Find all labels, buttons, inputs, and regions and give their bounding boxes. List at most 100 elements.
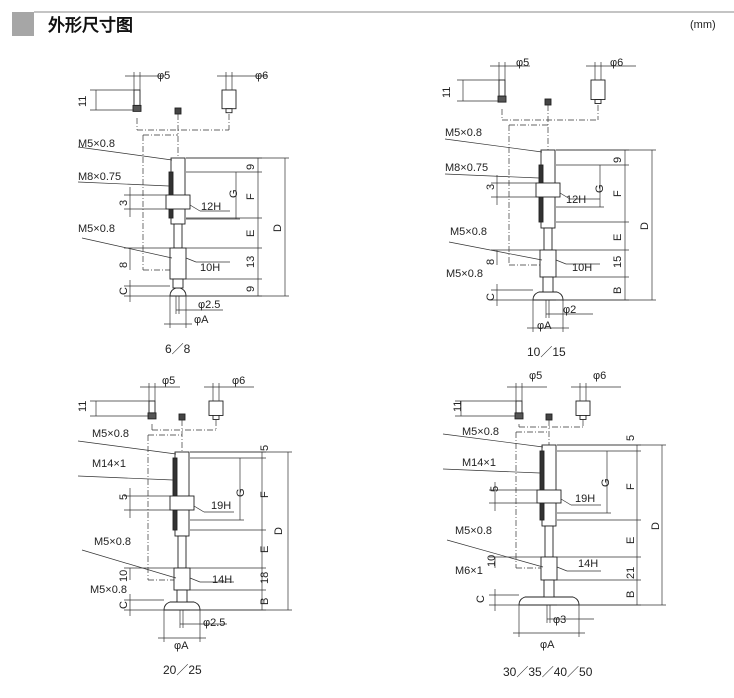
suction-pad [163,601,201,611]
dim-f-label: F [625,483,637,490]
nut-size-label: 12H [566,194,586,206]
lower-hex [169,247,187,280]
piston-rod [543,227,553,251]
fitting-phi5-label: φ5 [162,375,175,387]
thread-low-label: M5×0.8 [78,223,115,235]
leader-line [189,577,201,583]
thread-top-label: M5×0.8 [92,428,129,440]
thread-body-label: M8×0.75 [445,162,488,174]
nut-size-label: 12H [201,201,221,213]
thread-low2-label: M5×0.8 [446,268,483,280]
small-fitting-nut-icon [132,104,142,112]
small-fitting-icon [498,79,506,97]
pad-diameter-label: φA [194,314,209,326]
fitting-phi6-label: φ6 [255,70,268,82]
thread-top-label: M5×0.8 [462,426,499,438]
thread-section [539,450,545,521]
leader-line [448,241,543,261]
nut-thickness-label: 3 [118,200,130,206]
bore-label: φ2.5 [198,299,220,311]
small-fitting-nut-icon [147,412,157,420]
fitting-height-label: 11 [77,401,89,412]
pad-diameter-label: φA [537,320,552,332]
pad-adapter [542,276,554,293]
thread-body-label: M8×0.75 [78,171,121,183]
leader-line [189,204,201,212]
dim-c-label: C [485,293,497,301]
large-fitting-stem-icon [225,108,233,114]
dim-g-label: G [235,488,247,497]
dim-e-label: E [625,537,637,544]
dim-e-label: E [259,546,271,553]
thread-low2-label: M6×1 [455,565,483,577]
bore-label: φ2 [563,304,576,316]
dim-top-label: 9 [245,164,257,170]
dim-c-label: C [118,601,130,609]
panel-10-15: φ5 φ6 11 M5×0.8 M8×0.75 3 12H M5×0.8 8 M… [441,57,651,359]
leader-line [444,138,543,153]
low-length-label: 10 [118,570,130,582]
piston-rod [177,535,187,569]
lower-hex [173,567,191,591]
thread-section [172,457,178,531]
pad-diameter-label: φA [540,639,555,651]
large-fitting-stem-icon [579,415,587,420]
dim-hex-label: 18 [259,572,271,584]
large-fitting-stem-icon [212,415,220,420]
pad-diameter-label: φA [174,640,189,652]
leader-line [77,475,174,481]
fitting-phi5-label: φ5 [157,70,170,82]
dim-bottom-label: B [259,598,271,605]
dim-top-label: 9 [612,157,624,163]
lock-nut [165,194,191,210]
small-fitting-icon [148,400,156,414]
dim-c-label: C [118,287,130,295]
pad-adapter [172,278,184,289]
panel-caption: 6／8 [165,342,191,356]
nut-thickness-label: 5 [118,494,130,500]
unit-label: (mm) [690,19,716,31]
bore-label: φ3 [553,614,566,626]
pad-adapter [543,579,555,598]
nut-thickness-label: 5 [489,486,501,492]
dim-d-label: D [273,527,285,535]
thread-top-label: M5×0.8 [78,138,115,150]
header-accent-bar [12,12,34,36]
dim-bottom-label: B [625,591,637,598]
leader-line [559,192,571,200]
leader-line [442,468,541,474]
thread-body-label: M14×1 [92,458,126,470]
nut-size-label: 19H [211,500,231,512]
dim-f-label: F [612,190,624,197]
piston-rod [544,525,554,558]
fitting-phi5-label: φ5 [529,370,542,382]
nut-size-label: 19H [575,493,595,505]
suction-pad [518,596,580,606]
thread-low-label: M5×0.8 [455,525,492,537]
fitting-height-label: 11 [441,87,453,98]
dim-top-label: 5 [259,445,271,451]
piston-rod [173,223,183,249]
fitting-height-label: 11 [77,96,89,107]
small-fitting-nut-icon [497,95,507,103]
leader-line [556,566,568,572]
thread-low2-label: M5×0.8 [90,584,127,596]
small-fitting-icon [515,400,523,414]
small-fitting-icon [133,89,141,106]
nut-thickness-label: 3 [485,184,497,190]
plug-icon [178,413,186,421]
leader-line [77,440,177,455]
suction-pad [532,291,564,301]
panel-6-8: φ5 φ6 11 M5×0.8 M8×0.75 3 12H M5×0.8 8 1… [77,70,284,356]
small-fitting-nut-icon [514,412,524,420]
dim-top-label: 5 [625,435,637,441]
dim-hex-label: 21 [625,567,637,579]
low-length-label: 8 [485,259,497,265]
pad-adapter [176,589,188,603]
dim-c-label: C [475,595,487,603]
hex-low-label: 14H [212,574,232,586]
fitting-phi6-label: φ6 [593,370,606,382]
leader-line [193,505,205,513]
lock-nut [536,489,562,504]
